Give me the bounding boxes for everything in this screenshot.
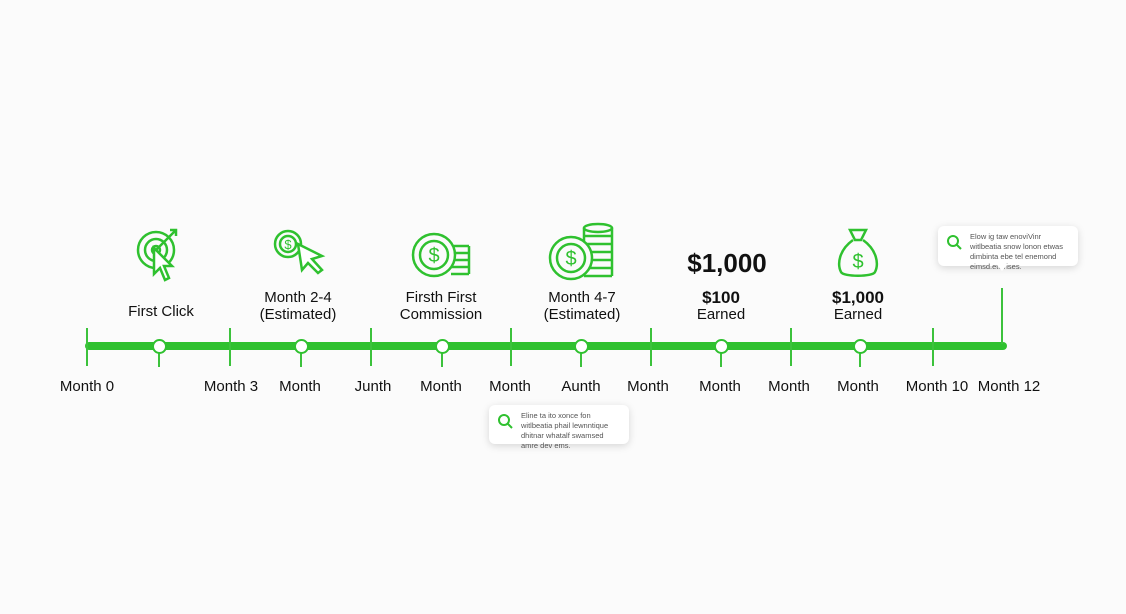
timeline-bar (85, 342, 1007, 350)
svg-text:$: $ (428, 245, 439, 267)
milestone-first-commission: Firsth First Commission (399, 289, 483, 323)
search-dollar-icon (498, 414, 513, 429)
milestone-marker[interactable] (714, 339, 729, 354)
timeline-tick (86, 328, 88, 366)
svg-text:$: $ (852, 251, 863, 273)
timeline-tick (650, 328, 652, 366)
tooltip-bottom: Eline ta ito xonce fon witlbeatia phail … (489, 405, 629, 450)
axis-label: Month 0 (59, 378, 115, 395)
timeline-tick (370, 328, 372, 366)
axis-label: Month (837, 378, 879, 395)
coins-stack-icon: $ (548, 222, 614, 281)
milestone-marker[interactable] (152, 339, 167, 354)
marker-stem (158, 353, 160, 367)
axis-label: Month 10 (905, 378, 969, 395)
milestone-marker[interactable] (294, 339, 309, 354)
milestone-1000-earned: $1,000 Earned (832, 288, 884, 323)
axis-label: Month (768, 378, 810, 395)
tooltip-pointer (996, 264, 1008, 271)
axis-label: Junth (354, 378, 392, 395)
marker-stem (300, 353, 302, 367)
timeline-tick (229, 328, 231, 366)
coin-stack-icon: $ (411, 232, 471, 278)
axis-label: Month (420, 378, 462, 395)
amount-big: $1,000 (687, 248, 767, 278)
target-cursor-icon (136, 228, 178, 282)
money-bag-icon: $ (837, 228, 879, 277)
timeline-tick (790, 328, 792, 366)
milestone-month-4-7: Month 4-7 (Estimated) (543, 289, 621, 323)
milestone-marker[interactable] (574, 339, 589, 354)
milestone-marker[interactable] (853, 339, 868, 354)
connector-line (1001, 288, 1003, 344)
svg-text:$: $ (565, 248, 576, 270)
milestone-month-2-4: Month 2-4 (Estimated) (259, 289, 337, 323)
search-dollar-icon (947, 235, 962, 250)
marker-stem (441, 353, 443, 367)
axis-label: Month (489, 378, 531, 395)
axis-label: Month (279, 378, 321, 395)
milestone-100-earned: $100 Earned (696, 288, 746, 323)
milestone-marker[interactable] (435, 339, 450, 354)
marker-stem (580, 353, 582, 367)
marker-stem (859, 353, 861, 367)
svg-text:$: $ (284, 237, 292, 252)
dollar-cursor-icon: $ (273, 229, 326, 275)
axis-label: Aunth (561, 378, 601, 395)
axis-label: Month 3 (203, 378, 259, 395)
milestone-first-click: First Click (128, 303, 194, 320)
timeline-tick (932, 328, 934, 366)
marker-stem (720, 353, 722, 367)
axis-label: Month (699, 378, 741, 395)
axis-label: Month 12 (977, 378, 1041, 395)
axis-label: Month (627, 378, 669, 395)
tooltip-month-12: Elow ig taw enoviVinr witlbeatia snow lo… (938, 226, 1078, 271)
timeline-tick (510, 328, 512, 366)
